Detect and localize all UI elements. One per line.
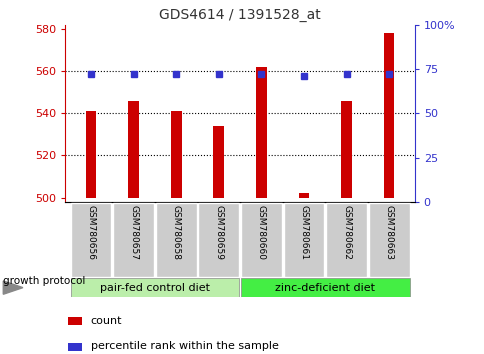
Bar [128, 101, 138, 198]
Text: growth protocol: growth protocol [3, 276, 86, 286]
Bar [86, 111, 96, 198]
Bar [198, 202, 239, 277]
Text: GSM780656: GSM780656 [86, 205, 95, 260]
Bar [155, 202, 196, 277]
Bar [67, 318, 82, 325]
Text: count: count [91, 316, 122, 326]
Text: GSM780662: GSM780662 [341, 205, 350, 260]
Text: GSM780663: GSM780663 [384, 205, 393, 260]
Text: zinc-deficient diet: zinc-deficient diet [275, 282, 375, 293]
Text: percentile rank within the sample: percentile rank within the sample [91, 341, 278, 351]
Bar [113, 202, 154, 277]
Bar [383, 33, 393, 198]
Text: pair-fed control diet: pair-fed control diet [100, 282, 210, 293]
Bar [298, 193, 309, 198]
Title: GDS4614 / 1391528_at: GDS4614 / 1391528_at [159, 8, 320, 22]
Bar [213, 126, 224, 198]
Bar [256, 67, 266, 198]
Bar [241, 278, 408, 297]
Bar [341, 101, 351, 198]
Text: GSM780661: GSM780661 [299, 205, 308, 260]
Bar [283, 202, 324, 277]
Text: GSM780659: GSM780659 [214, 205, 223, 260]
Text: GSM780657: GSM780657 [129, 205, 138, 260]
Text: GSM780660: GSM780660 [257, 205, 265, 260]
Bar [368, 202, 408, 277]
Bar [71, 278, 239, 297]
Bar [67, 343, 82, 351]
Text: GSM780658: GSM780658 [171, 205, 181, 260]
Bar [241, 202, 281, 277]
Bar [170, 111, 181, 198]
Bar [325, 202, 366, 277]
Bar [71, 202, 111, 277]
Polygon shape [3, 281, 23, 294]
